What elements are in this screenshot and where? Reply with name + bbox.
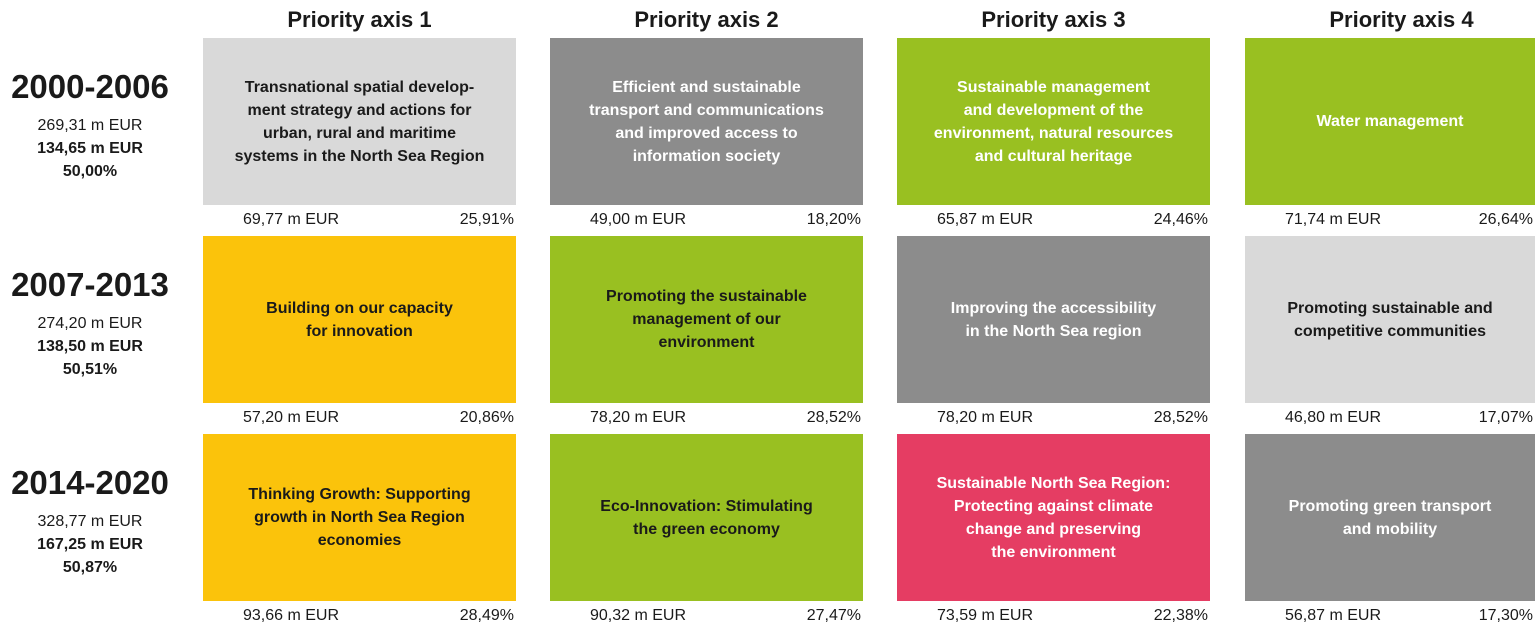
axis-amount: 71,74 m EUR	[1285, 211, 1382, 228]
priority-box: Improving the accessibility in the North …	[897, 236, 1210, 403]
axis-share: 24,46%	[1153, 211, 1208, 228]
priority-box: Building on our capacity for innovation	[203, 236, 516, 403]
period: 2007-2013	[11, 266, 169, 303]
period: 2000-2006	[11, 68, 169, 105]
priority-text: growth in North Sea Region	[254, 509, 465, 526]
priority-text: change and preserving	[965, 520, 1142, 538]
priority-text: Promoting sustainable and	[1287, 299, 1493, 317]
column-header: Priority axis 4	[1329, 7, 1474, 32]
axis-share: 28,52%	[1153, 409, 1208, 426]
priority-box: Transnational spatial develop-ment strat…	[203, 38, 516, 205]
priority-text: for innovation	[306, 322, 413, 340]
priority-text: Efficient and sustainable	[612, 78, 801, 96]
axis-amount: 56,87 m EUR	[1285, 607, 1382, 624]
priority-text: Protecting against climate	[953, 497, 1154, 515]
priority-box: Efficient and sustainable transport and c…	[550, 38, 863, 205]
axis-share: 17,07%	[1478, 409, 1533, 426]
axis-amount: 46,80 m EUR	[1285, 409, 1382, 426]
priority-text: and mobility	[1342, 520, 1438, 538]
priority-text: information society	[632, 147, 781, 165]
priority-text: Improving the accessibility	[950, 299, 1157, 317]
axis-share: 22,38%	[1153, 607, 1208, 624]
priority-text: in the North Sea region	[965, 322, 1142, 340]
priority-box: Sustainable North Sea Region: Protecting …	[897, 434, 1210, 601]
funding-share: 50,51%	[62, 361, 118, 378]
total-budget: 269,31 m EUR	[37, 117, 143, 134]
priority-text: environment, natural resources	[933, 124, 1174, 142]
priority-text: and cultural heritage	[974, 147, 1133, 165]
priority-text: and improved access to	[615, 124, 798, 142]
priority-text: competitive communities	[1293, 322, 1487, 340]
funding-share: 50,87%	[62, 559, 118, 576]
axis-share: 20,86%	[459, 409, 514, 426]
axis-amount: 78,20 m EUR	[937, 409, 1034, 426]
funding-share: 50,00%	[62, 163, 118, 180]
priority-text: Sustainable management	[957, 78, 1150, 96]
axis-share: 25,91%	[459, 211, 514, 228]
priority-box: Thinking Growth: Supporting growth in Nor…	[203, 434, 516, 601]
axis-amount: 73,59 m EUR	[937, 607, 1034, 624]
priority-text: Transnational spatial develop-	[244, 78, 475, 96]
axis-amount: 78,20 m EUR	[590, 409, 687, 426]
axis-share: 26,64%	[1478, 211, 1533, 228]
priority-box: Eco-Innovation: Stimulating the green eco…	[550, 434, 863, 601]
axis-amount: 90,32 m EUR	[590, 607, 687, 624]
priority-text: the green economy	[633, 520, 780, 538]
funding: 134,65 m EUR	[37, 140, 143, 157]
axis-amount: 65,87 m EUR	[937, 211, 1034, 228]
axis-share: 28,52%	[806, 409, 861, 426]
priority-box: Sustainable management and development of…	[897, 38, 1210, 205]
priority-text: Promoting green transport	[1288, 497, 1492, 515]
total-budget: 274,20 m EUR	[37, 315, 143, 332]
priority-box: Promoting green transport and mobility	[1245, 434, 1535, 601]
axis-amount: 69,77 m EUR	[243, 211, 340, 228]
priority-text: Thinking Growth: Supporting	[248, 486, 471, 503]
axis-amount: 93,66 m EUR	[243, 607, 340, 624]
priority-box: Promoting sustainable and competitive com…	[1245, 236, 1535, 403]
column-header: Priority axis 2	[634, 7, 779, 32]
priority-box: Water management	[1245, 38, 1535, 205]
priority-text: the environment	[991, 543, 1116, 561]
priority-text: transport and communications	[589, 101, 824, 119]
column-header: Priority axis 3	[981, 7, 1126, 32]
priority-text: management of our	[632, 311, 781, 328]
total-budget: 328,77 m EUR	[37, 513, 143, 530]
priority-text: ment strategy and actions for	[247, 101, 472, 119]
priority-box: Promoting the sustainable management of o…	[550, 236, 863, 403]
priority-text: Promoting the sustainable	[606, 288, 807, 305]
priority-text: economies	[317, 532, 402, 549]
priority-text: environment	[658, 334, 755, 351]
funding: 167,25 m EUR	[37, 536, 143, 553]
priority-text: Sustainable North Sea Region:	[936, 474, 1171, 492]
axis-amount: 49,00 m EUR	[590, 211, 687, 228]
priority-text: systems in the North Sea Region	[234, 147, 485, 165]
axis-share: 18,20%	[806, 211, 861, 228]
funding: 138,50 m EUR	[37, 338, 143, 355]
period: 2014-2020	[11, 464, 169, 501]
axis-amount: 57,20 m EUR	[243, 409, 340, 426]
priority-text: and development of the	[963, 101, 1144, 119]
priority-text: Water management	[1316, 113, 1464, 130]
axis-share: 27,47%	[806, 607, 861, 624]
priority-text: Eco-Innovation: Stimulating	[600, 497, 813, 515]
priority-text: urban, rural and maritime	[263, 124, 456, 142]
axis-share: 28,49%	[459, 607, 514, 624]
column-header: Priority axis 1	[287, 7, 432, 32]
axis-share: 17,30%	[1478, 607, 1533, 624]
priority-text: Building on our capacity	[266, 299, 453, 317]
